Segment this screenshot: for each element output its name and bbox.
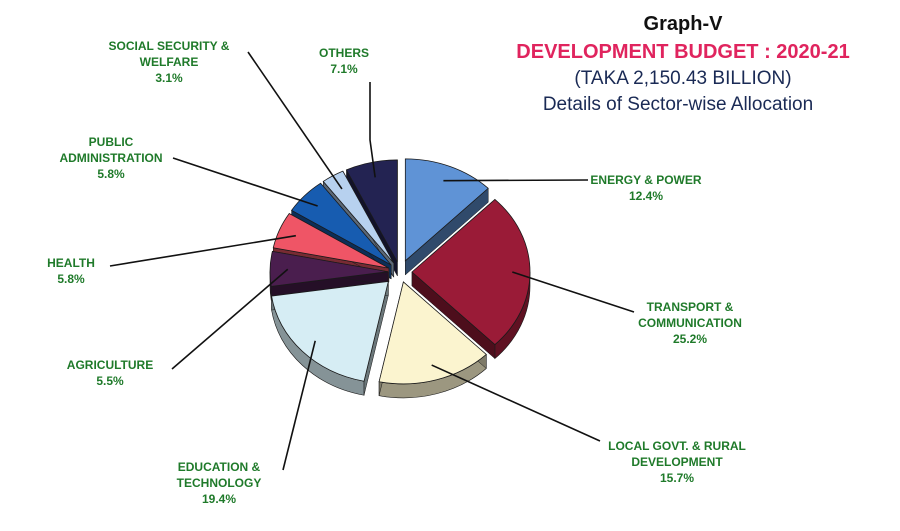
- slice-value-label: 7.1%: [330, 62, 358, 76]
- pie-slice: [269, 250, 389, 287]
- leader-lines: [109, 51, 635, 471]
- slice-value-label: 3.1%: [155, 71, 183, 85]
- slice-name-label: OTHERS: [319, 46, 369, 60]
- leader-line: [109, 234, 296, 267]
- slice-name-label: TECHNOLOGY: [177, 476, 262, 490]
- slice-labels: ENERGY & POWER 12.4% TRANSPORT & COMMUNICAT…: [47, 39, 746, 506]
- leader-line: [443, 179, 589, 182]
- leader-line: [171, 268, 289, 370]
- graph-label: Graph-V: [644, 13, 724, 35]
- pie-slice: [271, 280, 389, 382]
- pie-slice: [411, 198, 531, 346]
- slice-value-label: 15.7%: [660, 471, 694, 485]
- chart-title: DEVELOPMENT BUDGET : 2020-21: [516, 41, 849, 63]
- slice-value-label: 5.8%: [97, 167, 125, 181]
- slice-name-label: TRANSPORT &: [647, 300, 734, 314]
- slice-name-label: EDUCATION &: [178, 460, 261, 474]
- slice-name-label: AGRICULTURE: [67, 358, 153, 372]
- slice-name-label: COMMUNICATION: [638, 316, 742, 330]
- slice-name-label: DEVELOPMENT: [631, 455, 723, 469]
- slice-name-label: PUBLIC: [89, 135, 134, 149]
- slice-name-label: ADMINISTRATION: [59, 151, 162, 165]
- pie-slice: [290, 182, 392, 266]
- slice-value-label: 25.2%: [673, 332, 707, 346]
- pie-slice: [404, 158, 489, 262]
- slice-value-label: 12.4%: [629, 189, 663, 203]
- leader-line: [512, 271, 635, 313]
- slice-value-label: 19.4%: [202, 492, 236, 506]
- slice-name-label: SOCIAL SECURITY &: [109, 39, 230, 53]
- leader-line: [247, 51, 343, 190]
- pie-slices: [269, 158, 531, 385]
- slice-value-label: 5.5%: [96, 374, 124, 388]
- leader-line: [282, 340, 316, 471]
- slice-value-label: 5.8%: [57, 272, 85, 286]
- slice-name-label: LOCAL GOVT. & RURAL: [608, 439, 746, 453]
- slice-name-label: HEALTH: [47, 256, 95, 270]
- leader-line: [369, 82, 376, 178]
- leader-line: [172, 157, 318, 207]
- pie-slice: [378, 281, 487, 385]
- pie-slice: [345, 159, 398, 263]
- leader-line: [431, 364, 601, 442]
- budget-total: (TAKA 2,150.43 BILLION): [574, 68, 791, 89]
- slice-name-label: ENERGY & POWER: [590, 173, 701, 187]
- pie-slice: [272, 212, 390, 269]
- slice-name-label: WELFARE: [140, 55, 199, 69]
- chart-caption: Details of Sector-wise Allocation: [543, 94, 813, 115]
